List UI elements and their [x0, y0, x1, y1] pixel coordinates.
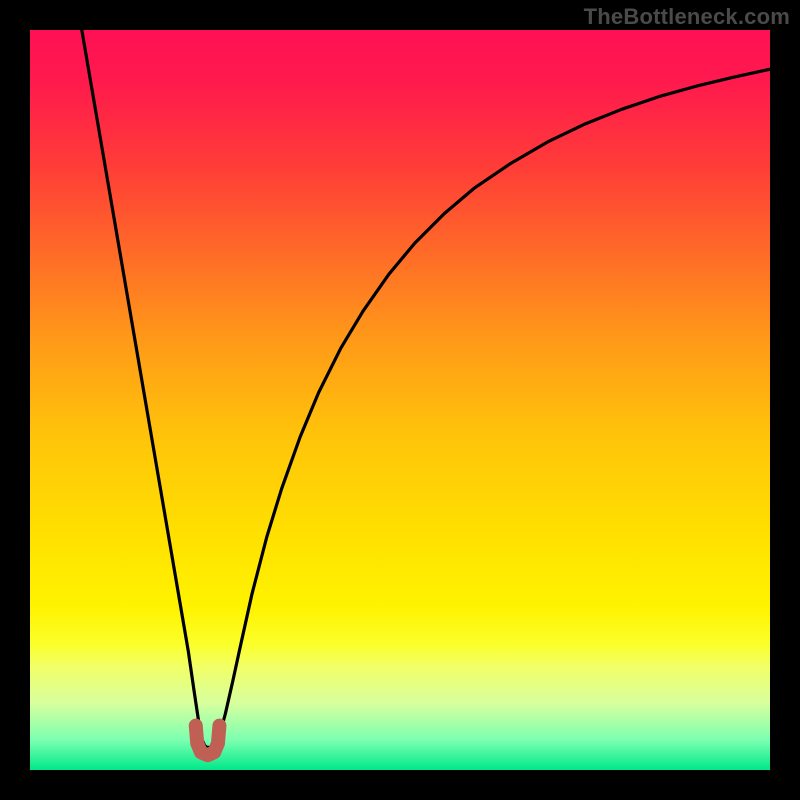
chart-frame: TheBottleneck.com	[0, 0, 800, 800]
gradient-background	[30, 30, 770, 770]
attribution-text: TheBottleneck.com	[584, 4, 790, 30]
plot-svg	[30, 30, 770, 770]
plot-area	[30, 30, 770, 770]
